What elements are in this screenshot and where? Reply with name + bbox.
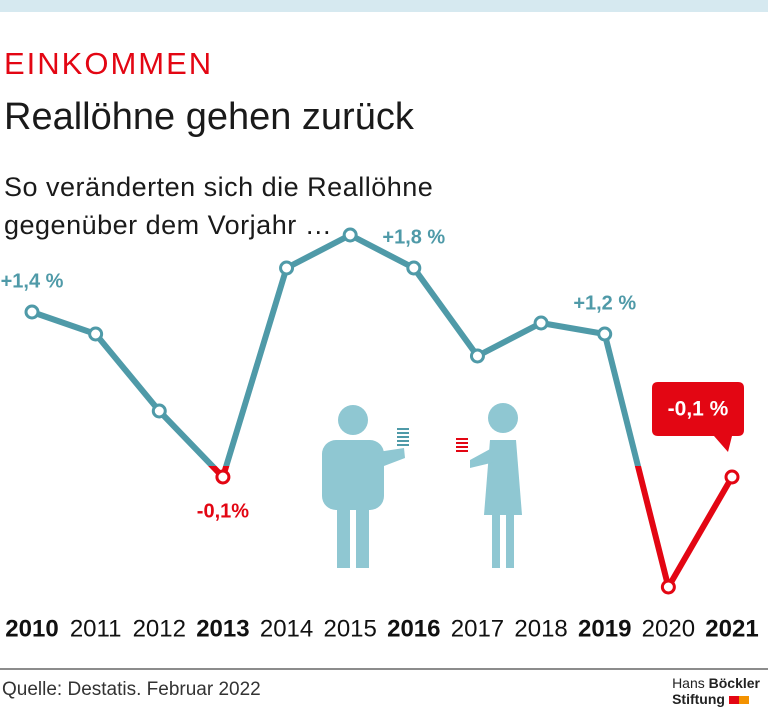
x-tick-label: 2020: [642, 615, 695, 642]
point: [469, 348, 485, 364]
value-label: +1,8 %: [382, 226, 445, 248]
value-label: -0,1%: [197, 500, 249, 522]
logo: Hans Böckler Stiftung: [672, 675, 760, 707]
point: [724, 469, 740, 485]
x-tick-label: 2021: [705, 615, 758, 642]
x-tick-label: 2018: [514, 615, 567, 642]
x-tick-label: 2019: [578, 615, 631, 642]
point: [88, 326, 104, 342]
x-tick-label: 2012: [133, 615, 186, 642]
logo-text: Hans: [672, 675, 705, 691]
point: [660, 579, 676, 595]
callout: [652, 382, 744, 452]
point: [342, 227, 358, 243]
source: Quelle: Destatis. Februar 2022: [2, 679, 261, 700]
point: [406, 260, 422, 276]
logo-text: Stiftung: [672, 691, 725, 707]
chart-subtitle: So veränderten sich die Reallöhne gegenü…: [4, 172, 434, 240]
x-tick-label: 2014: [260, 615, 313, 642]
value-label: +1,2 %: [573, 292, 636, 314]
x-tick-label: 2011: [70, 615, 122, 642]
point: [215, 469, 231, 485]
point: [151, 403, 167, 419]
x-tick-label: 2015: [323, 615, 376, 642]
x-tick-label: 2010: [5, 615, 58, 642]
point: [24, 304, 40, 320]
kicker: EINKOMMEN: [4, 46, 214, 81]
value-label: -0,1 %: [668, 398, 729, 421]
point: [279, 260, 295, 276]
figures: [322, 403, 522, 568]
value-label: +1,4 %: [1, 270, 64, 292]
x-tick-label: 2016: [387, 615, 440, 642]
logo-text: Böckler: [708, 675, 760, 691]
line: [31, 232, 735, 590]
point: [533, 315, 549, 331]
chart-title: Reallöhne gehen zurück: [4, 96, 414, 138]
point: [597, 326, 613, 342]
x-tick-label: 2017: [451, 615, 504, 642]
x-tick-label: 2013: [196, 615, 249, 642]
top-bar: [0, 0, 768, 12]
